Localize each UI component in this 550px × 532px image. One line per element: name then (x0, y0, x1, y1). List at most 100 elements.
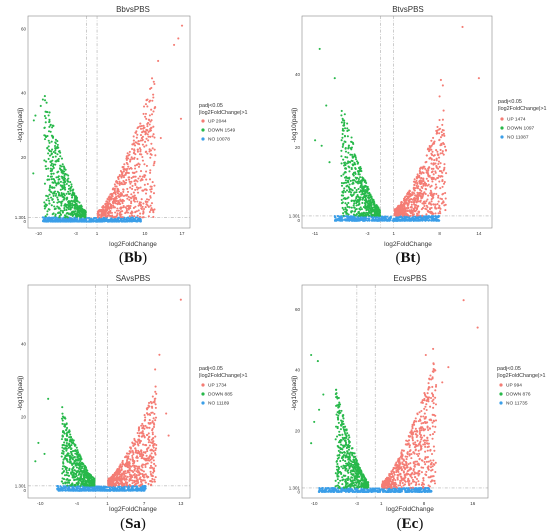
point-down-regulated (47, 197, 50, 200)
point-not-significant (132, 489, 135, 492)
point-not-significant (118, 219, 121, 222)
point-up-regulated (150, 187, 153, 191)
x-axis-title: log2FoldChange (109, 506, 157, 513)
point-up-regulated (423, 204, 426, 208)
point-up-regulated (439, 78, 442, 82)
point-down-regulated (62, 178, 65, 181)
point-down-regulated (67, 184, 70, 187)
point-up-regulated (403, 205, 406, 208)
point-down-regulated (47, 139, 50, 142)
point-down-regulated (361, 201, 364, 205)
point-down-regulated (372, 200, 375, 203)
y-tick-label-threshold: 1.301 (15, 215, 27, 220)
point-up-regulated (394, 214, 397, 217)
point-not-significant (71, 220, 74, 223)
point-up-regulated (435, 149, 438, 152)
point-not-significant (143, 488, 146, 491)
point-down-regulated (59, 212, 62, 215)
point-down-regulated (47, 167, 50, 170)
point-down-regulated (44, 203, 47, 206)
y-axis-title: -log10(padj) (17, 376, 24, 411)
point-up-regulated (131, 482, 134, 485)
point-down-regulated (69, 213, 72, 216)
point-not-significant (371, 219, 374, 222)
point-not-significant (77, 487, 80, 490)
point-down-regulated (84, 466, 87, 469)
point-not-significant (136, 218, 139, 221)
point-up-regulated (121, 461, 124, 464)
data-points (32, 24, 184, 223)
panel-title: BtvsPBS (392, 5, 424, 14)
point-up-regulated (424, 192, 427, 196)
point-up-regulated (147, 139, 150, 142)
point-up-regulated (150, 142, 153, 145)
point-down-regulated (80, 477, 83, 480)
point-up-regulated (419, 179, 422, 182)
point-up-regulated (146, 476, 149, 479)
point-up-regulated (134, 183, 137, 187)
point-up-regulated (420, 172, 423, 175)
point-not-significant (101, 487, 104, 490)
point-up-regulated (151, 395, 154, 398)
point-up-regulated (439, 144, 442, 147)
point-down-regulated (57, 157, 60, 160)
point-down-regulated (52, 194, 55, 197)
point-down-regulated (75, 198, 78, 201)
point-down-regulated (54, 181, 57, 184)
point-up-regulated (126, 204, 129, 208)
point-up-regulated (152, 459, 155, 462)
point-not-significant (81, 219, 84, 222)
point-down-regulated (47, 175, 50, 178)
point-down-regulated (344, 206, 347, 209)
legend-key-no (201, 401, 205, 405)
point-up-regulated (125, 158, 128, 162)
point-down-regulated (58, 200, 61, 203)
point-up-regulated (437, 160, 440, 163)
point-up-regulated (149, 464, 153, 467)
point-not-significant (139, 489, 142, 492)
point-up-regulated (115, 180, 118, 183)
point-up-regulated (154, 390, 157, 393)
point-down-regulated (356, 162, 359, 165)
point-up-regulated (154, 403, 157, 406)
point-down-regulated (54, 152, 57, 155)
point-up-regulated (124, 181, 128, 184)
point-up-regulated (437, 196, 440, 199)
point-up-regulated (123, 167, 126, 171)
point-up-regulated (144, 465, 147, 469)
x-axis-title: log2FoldChange (384, 241, 432, 248)
point-up-regulated (97, 211, 100, 214)
point-down-regulated (358, 167, 361, 170)
point-up-regulated (132, 142, 135, 145)
plot-frame (27, 284, 191, 499)
point-down-regulated (63, 465, 66, 468)
point-up-regulated (152, 209, 155, 212)
point-up-regulated (142, 124, 145, 127)
point-not-significant (57, 218, 60, 221)
point-up-regulated (134, 205, 137, 208)
point-up-regulated (113, 189, 116, 192)
point-up-regulated (442, 141, 445, 145)
point-up-regulated (112, 206, 115, 209)
legend-label-down: DOWN 1549 (208, 128, 236, 134)
point-up-regulated (155, 392, 158, 395)
point-up-regulated (145, 164, 148, 167)
point-down-regulated (69, 189, 72, 192)
point-down-regulated (71, 214, 74, 218)
point-down-regulated (375, 204, 378, 207)
point-up-regulated (438, 165, 441, 168)
x-tick-label: -3 (366, 231, 370, 236)
point-down-regulated (49, 123, 52, 126)
point-down-regulated (88, 482, 91, 485)
point-up-regulated (136, 133, 139, 136)
point-not-significant (60, 487, 63, 490)
point-down-regulated (377, 212, 381, 215)
point-down-regulated (71, 204, 74, 207)
point-not-significant (384, 215, 387, 218)
point-down-regulated (56, 143, 59, 146)
data-points (34, 298, 182, 492)
point-down-regulated (61, 419, 64, 422)
point-up-regulated (443, 163, 446, 166)
point-up-regulated (149, 169, 152, 172)
point-down-regulated (54, 190, 57, 193)
